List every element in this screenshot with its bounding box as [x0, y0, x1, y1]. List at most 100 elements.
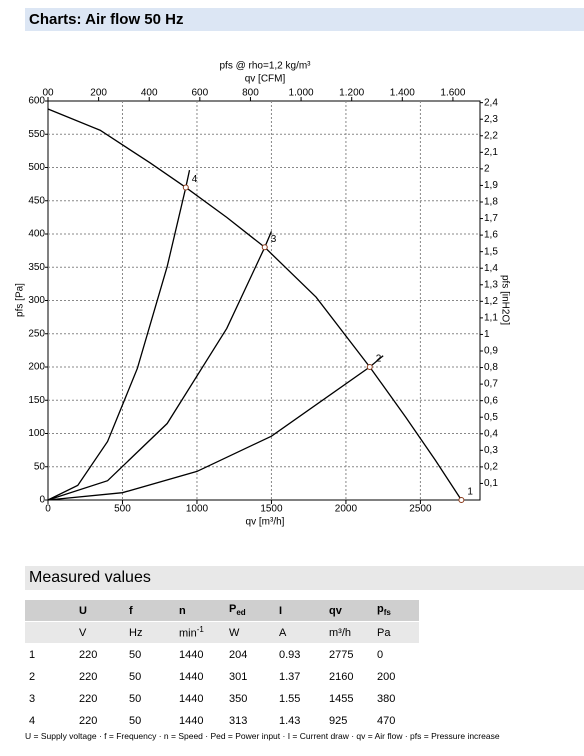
table-row: 2 220 50 1440 301 1.37 2160 200 [25, 665, 419, 688]
table-cell: 50 [125, 643, 175, 666]
chart: pfs @ rho=1,2 kg/m³ qv [CFM] qv [m³/h] pfs … [15, 61, 511, 528]
operating-point [261, 244, 268, 251]
table-cell: 1440 [175, 709, 225, 732]
y2-tick-label: 2 [484, 164, 490, 175]
y2-tick-label: 1,2 [484, 296, 498, 307]
table-cell: U [75, 600, 125, 622]
y-tick-label: 150 [28, 395, 45, 406]
y2-tick-label: 0,1 [484, 478, 498, 489]
y2-tick-label: 0,3 [484, 445, 498, 456]
table-cell: V [75, 621, 125, 644]
y2-tick-label: 2,1 [484, 147, 498, 158]
table-cell: 1455 [325, 687, 373, 710]
table-cell: 50 [125, 665, 175, 688]
x2-tick-label: 00 [42, 88, 54, 99]
table-cell: 380 [373, 687, 419, 710]
table-cell: 1.43 [275, 709, 325, 732]
table-cell: 0.93 [275, 643, 325, 666]
table-cell: 1 [25, 643, 75, 666]
y2-tick-label: 1,3 [484, 279, 498, 290]
table-cell: min-1 [175, 621, 225, 644]
x-tick-label: 0 [45, 504, 51, 515]
header-title: Charts: Air flow 50 Hz [25, 8, 584, 31]
y-tick-label: 0 [39, 495, 45, 506]
x2-tick-label: 1.000 [289, 88, 314, 99]
y-tick-label: 50 [34, 461, 46, 472]
y2-tick-label: 0,4 [484, 428, 498, 439]
table-row: 4 220 50 1440 313 1.43 925 470 [25, 709, 419, 732]
cell-text: Pa [377, 626, 391, 639]
table-row: 3 220 50 1440 350 1.55 1455 380 [25, 687, 419, 710]
table-cell: 1.37 [275, 665, 325, 688]
cell-sup: -1 [196, 625, 204, 635]
cell-text: U [79, 604, 87, 617]
y-tick-label: 600 [28, 96, 45, 107]
table-cell: 1440 [175, 687, 225, 710]
x2-tick-label: 1.600 [440, 88, 465, 99]
cell-text: f [129, 604, 133, 617]
y2-tick-label: 1,8 [484, 197, 498, 208]
table-cell: 220 [75, 665, 125, 688]
table-cell: 50 [125, 687, 175, 710]
cell-text: V [79, 626, 87, 639]
curve [47, 231, 273, 501]
y2-tick-label: 1,1 [484, 313, 498, 324]
table-cell: 925 [325, 709, 373, 732]
curve [47, 355, 384, 501]
curve [47, 170, 191, 501]
table-cell: 1440 [175, 665, 225, 688]
table-cell: 313 [225, 709, 275, 732]
y2-tick-label: 1,5 [484, 246, 498, 257]
x-axis-label: qv [m³/h] [246, 517, 285, 528]
table-cell: 2 [25, 665, 75, 688]
cell-text: p [377, 603, 384, 616]
table-cell: 350 [225, 687, 275, 710]
x-tick-label: 500 [114, 504, 131, 515]
table-cell: W [225, 621, 275, 644]
y2-axis-label: pfs [inH2O] [499, 275, 510, 325]
x-tick-label: 2000 [335, 504, 358, 515]
y2-tick-label: 0,7 [484, 379, 498, 390]
table-cell: 200 [373, 665, 419, 688]
chart-title: pfs @ rho=1,2 kg/m³ [219, 61, 311, 72]
y2-tick-label: 0,2 [484, 462, 498, 473]
x2-tick-label: 200 [90, 88, 107, 99]
y2-tick-label: 1,9 [484, 180, 498, 191]
y-tick-label: 500 [28, 162, 45, 173]
table-cell: 1440 [175, 643, 225, 666]
table-cell [25, 621, 75, 644]
y2-tick-label: 2,4 [484, 97, 498, 108]
y-tick-label: 200 [28, 362, 45, 373]
cell-text: min [179, 627, 197, 640]
table-cell: Pa [373, 621, 419, 644]
table-cell: pfs [373, 600, 419, 622]
y-tick-label: 450 [28, 195, 45, 206]
y-tick-label: 400 [28, 229, 45, 240]
footnote: U = Supply voltage · f = Frequency · n =… [25, 731, 500, 741]
x-tick-label: 2500 [409, 504, 432, 515]
cell-text: m³/h [329, 626, 351, 639]
y-tick-label: 300 [28, 295, 45, 306]
cell-text: n [179, 604, 186, 617]
y-axis-label: pfs [Pa] [15, 283, 26, 317]
x2-tick-label: 1.400 [390, 88, 415, 99]
y-tick-label: 100 [28, 428, 45, 439]
point-label: 4 [192, 174, 198, 185]
cell-text: I [279, 604, 283, 617]
operating-point [182, 184, 189, 191]
x2-tick-label: 800 [242, 88, 259, 99]
table-cell: m³/h [325, 621, 373, 644]
table-cell: n [175, 600, 225, 622]
cell-text: qv [329, 604, 342, 617]
y2-tick-label: 1,6 [484, 230, 498, 241]
y-tick-label: 350 [28, 262, 45, 273]
table-cell: 2160 [325, 665, 373, 688]
table-cell: 204 [225, 643, 275, 666]
y2-tick-label: 2,3 [484, 114, 498, 125]
x2-tick-label: 400 [141, 88, 158, 99]
x-tick-label: 1000 [186, 504, 209, 515]
table-cell [25, 600, 75, 622]
y2-tick-label: 1,7 [484, 213, 498, 224]
